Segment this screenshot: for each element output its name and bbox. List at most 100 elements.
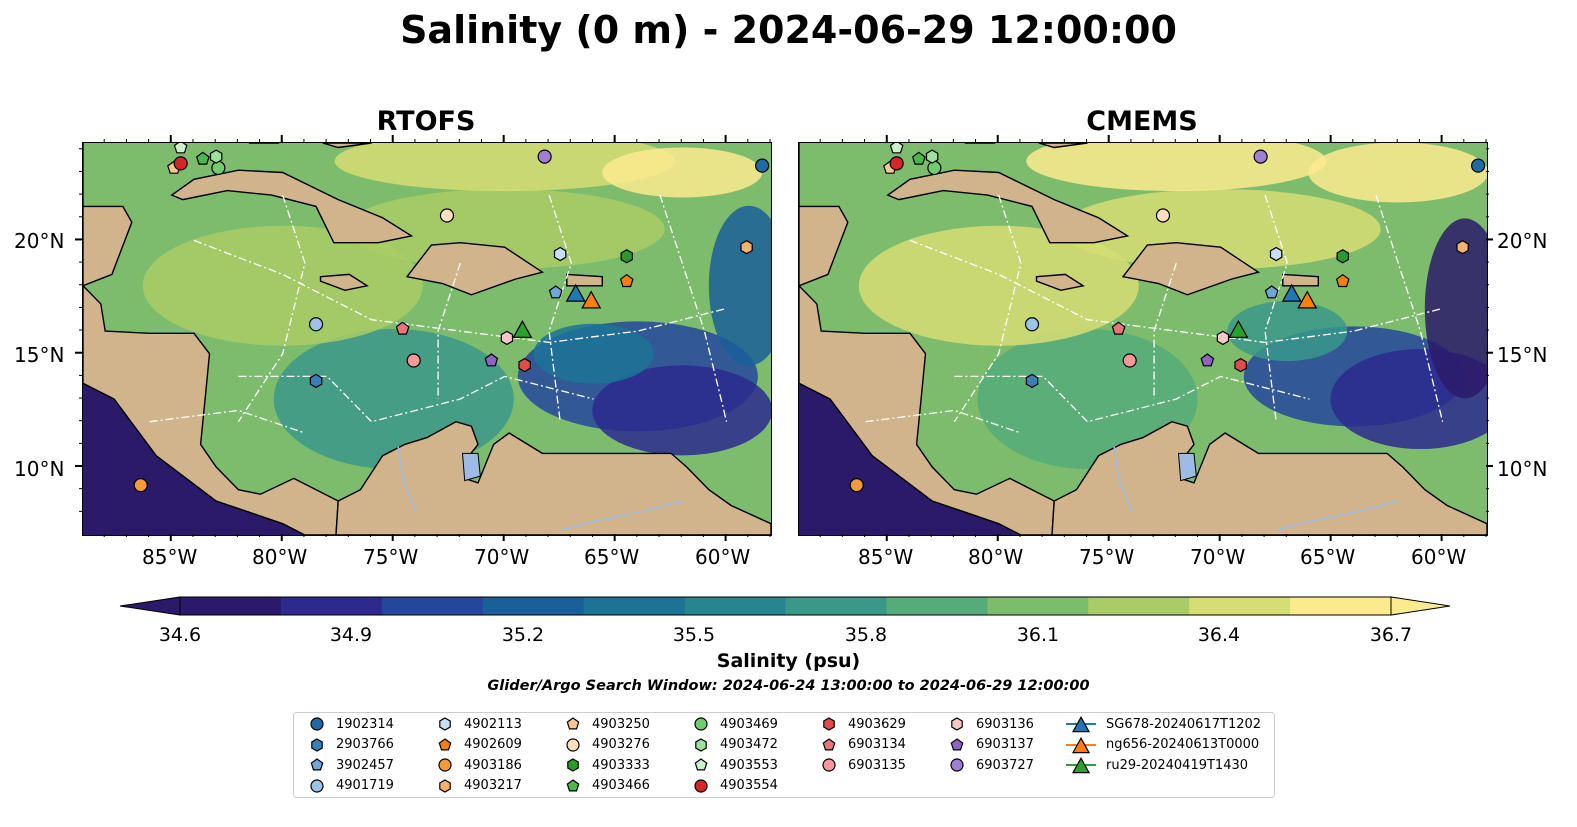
marker-4902113[interactable] <box>1269 246 1283 262</box>
marker-6903136[interactable] <box>1216 330 1230 346</box>
legend-marker[interactable] <box>1071 736 1091 753</box>
marker-3902457[interactable] <box>1264 285 1279 299</box>
marker-4902609[interactable] <box>619 273 634 288</box>
legend-marker[interactable] <box>1071 756 1091 774</box>
legend-marker[interactable] <box>438 758 452 772</box>
marker-4903554[interactable] <box>889 156 904 171</box>
marker-4901719[interactable] <box>1024 317 1040 332</box>
marker-ng656-20240613T0000[interactable] <box>1297 290 1318 309</box>
marker-1902314[interactable] <box>1471 158 1486 173</box>
marker-1902314[interactable] <box>755 158 770 173</box>
legend-label: 4903186 <box>464 757 522 773</box>
legend-item: 4903250 <box>564 715 650 733</box>
lon-tick-label: 60°W <box>1411 545 1467 569</box>
legend-item: SG678-20240617T1202 <box>1066 715 1261 733</box>
legend-label: 2903766 <box>336 737 394 752</box>
rtofs-map-panel[interactable] <box>82 142 772 536</box>
eez-boundary <box>437 262 461 399</box>
marker-4903466[interactable] <box>911 151 926 165</box>
legend-label: SG678-20240617T1202 <box>1106 716 1262 732</box>
legend-marker[interactable] <box>566 717 580 730</box>
marker-SG678-20240617T1202[interactable] <box>1281 283 1302 302</box>
legend-marker-icon <box>310 758 324 771</box>
marker-6903135[interactable] <box>406 353 421 368</box>
legend-marker[interactable] <box>438 737 452 750</box>
marker-6903134[interactable] <box>1111 321 1126 335</box>
marker-ru29-20240419T1430[interactable] <box>512 319 533 338</box>
cmems-map-panel[interactable] <box>798 142 1488 536</box>
legend-marker[interactable] <box>1071 715 1091 733</box>
legend-marker-icon <box>310 778 324 793</box>
legend-marker-icon <box>950 737 964 750</box>
marker-4903333[interactable] <box>620 249 634 264</box>
legend-marker[interactable] <box>822 758 836 772</box>
marker-4903554[interactable] <box>173 156 188 171</box>
marker-6903727[interactable] <box>1253 149 1268 164</box>
marker-4903217[interactable] <box>740 240 753 255</box>
eez-boundary <box>953 194 1022 423</box>
eez-boundary <box>1153 262 1177 399</box>
legend-marker-icon <box>1066 715 1096 733</box>
legend-label: 6903137 <box>976 737 1034 752</box>
marker-ng656-20240613T0000[interactable] <box>581 290 602 309</box>
legend-label: 4903276 <box>592 737 650 752</box>
lake-maracaibo <box>461 452 481 482</box>
marker-4902113[interactable] <box>553 246 567 262</box>
land-yucatan <box>83 205 133 287</box>
legend-marker[interactable] <box>439 717 451 731</box>
marker-6903134[interactable] <box>395 321 410 335</box>
marker-4903472[interactable] <box>925 149 939 164</box>
marker-4903629[interactable] <box>518 357 531 373</box>
marker-4903186[interactable] <box>849 478 864 493</box>
marker-4903217[interactable] <box>1456 240 1469 255</box>
marker-4903333[interactable] <box>1336 249 1350 264</box>
legend-label: 6903136 <box>976 716 1034 732</box>
legend-marker[interactable] <box>566 778 580 791</box>
legend-marker[interactable] <box>823 717 835 731</box>
legend-label: ru29-20240419T1430 <box>1106 757 1249 773</box>
colorbar-tick-label: 35.5 <box>672 624 716 646</box>
legend-marker[interactable] <box>950 758 964 772</box>
legend-marker[interactable] <box>694 717 708 731</box>
marker-4903186[interactable] <box>133 478 148 493</box>
legend-marker[interactable] <box>694 778 708 793</box>
land-bahamas <box>1038 143 1088 149</box>
marker-2903766[interactable] <box>1025 373 1039 389</box>
legend-label: 4903472 <box>720 737 778 752</box>
marker-6903135[interactable] <box>1122 353 1137 368</box>
legend-marker[interactable] <box>310 758 324 771</box>
lat-tick-label-right: 15°N <box>1497 343 1548 367</box>
legend-marker[interactable] <box>822 737 836 750</box>
marker-4903472[interactable] <box>209 149 223 164</box>
legend-marker[interactable] <box>566 737 580 752</box>
marker-ru29-20240419T1430[interactable] <box>1228 319 1249 338</box>
legend-marker[interactable] <box>694 758 708 771</box>
marker-6903137[interactable] <box>484 353 499 367</box>
legend-item: 6903727 <box>948 756 1034 774</box>
marker-4903276[interactable] <box>1155 208 1171 223</box>
marker-6903137[interactable] <box>1200 353 1215 367</box>
marker-6903727[interactable] <box>537 149 552 164</box>
legend-marker[interactable] <box>439 778 451 793</box>
legend-marker[interactable] <box>567 758 579 772</box>
marker-3902457[interactable] <box>548 285 563 299</box>
marker-4903276[interactable] <box>439 208 455 223</box>
legend-marker[interactable] <box>311 737 323 752</box>
marker-6903136[interactable] <box>500 330 514 346</box>
marker-4903553[interactable] <box>173 143 188 154</box>
legend-label: 4903333 <box>592 757 650 773</box>
marker-4902609[interactable] <box>1335 273 1350 288</box>
marker-SG678-20240617T1202[interactable] <box>565 283 586 302</box>
marker-4901719[interactable] <box>308 317 324 332</box>
legend-marker[interactable] <box>951 717 963 731</box>
marker-4903553[interactable] <box>889 143 904 154</box>
marker-2903766[interactable] <box>309 373 323 389</box>
legend-marker[interactable] <box>695 737 707 752</box>
legend-marker[interactable] <box>950 737 964 750</box>
colorbar-segment <box>583 597 686 615</box>
marker-4903466[interactable] <box>195 151 210 165</box>
legend-marker[interactable] <box>310 778 324 793</box>
marker-4903629[interactable] <box>1234 357 1247 373</box>
search-window-caption: Glider/Argo Search Window: 2024-06-24 13… <box>487 678 1090 694</box>
legend-marker[interactable] <box>310 717 324 731</box>
